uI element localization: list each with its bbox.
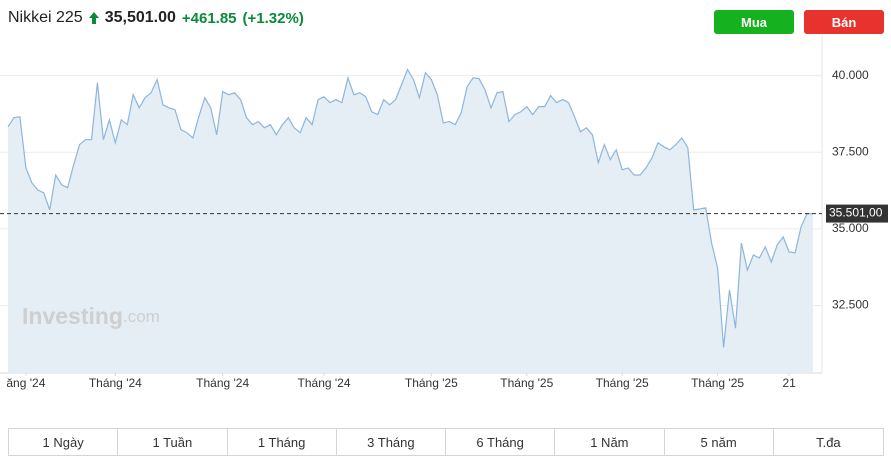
range-tab[interactable]: 1 Tuần — [118, 429, 228, 455]
header: Nikkei 225 35,501.00 +461.85 (+1.32%) — [8, 7, 304, 29]
range-tab[interactable]: T.đa — [816, 434, 841, 450]
range-tab[interactable]: 1 Tháng — [228, 429, 337, 455]
x-tick-label: Tháng '25 — [691, 376, 744, 390]
watermark-suffix: .com — [123, 307, 160, 326]
x-tick-label: Tháng '24 — [298, 376, 351, 390]
range-tab[interactable]: 1 Năm — [555, 429, 665, 455]
y-tick-label: 35.000 — [832, 221, 869, 235]
x-tick-label: ăng '24 — [6, 376, 45, 390]
change-pct: (+1.32%) — [242, 9, 304, 27]
change: +461.85 — [181, 9, 237, 27]
sell-button[interactable]: Bán — [804, 10, 884, 34]
watermark: Investing.com — [22, 303, 160, 329]
instrument-name: Nikkei 225 — [8, 9, 83, 26]
area-fill — [8, 69, 813, 373]
buy-button[interactable]: Mua — [714, 10, 794, 34]
y-tick-label: 37.500 — [832, 144, 869, 158]
price-line — [7, 68, 813, 348]
y-tick-label: 40.000 — [832, 68, 869, 82]
x-tick-label: Tháng '24 — [196, 376, 249, 390]
chart: 40.000 37.500 35.000 32.500 ăng '24 Tháng '24… — [0, 35, 888, 390]
range-tab[interactable]: 5 năm — [665, 429, 774, 455]
range-tab[interactable]: 3 Tháng — [337, 429, 446, 455]
x-tick-label: Tháng '25 — [500, 376, 553, 390]
price: 35,501.00 — [104, 9, 176, 26]
x-tick-label: Tháng '24 — [89, 376, 142, 390]
watermark-brand: Investing — [22, 303, 123, 329]
range-tab[interactable]: 1 Ngày — [9, 429, 119, 455]
range-tabs: 1 Ngày 1 Tuần 1 Tháng 3 Tháng 6 Tháng 1 Năm 5 … — [8, 428, 884, 456]
up-arrow — [88, 12, 99, 24]
y-tick-label: 32.500 — [832, 298, 869, 312]
x-tick-label: Tháng '25 — [405, 376, 458, 390]
x-tick-label: Tháng '25 — [596, 376, 649, 390]
range-tab[interactable]: 6 Tháng — [446, 429, 556, 455]
current-price-label: 35.501,00 — [829, 206, 883, 220]
current-price-box — [826, 204, 888, 223]
x-tick-label: 21 — [782, 376, 796, 390]
